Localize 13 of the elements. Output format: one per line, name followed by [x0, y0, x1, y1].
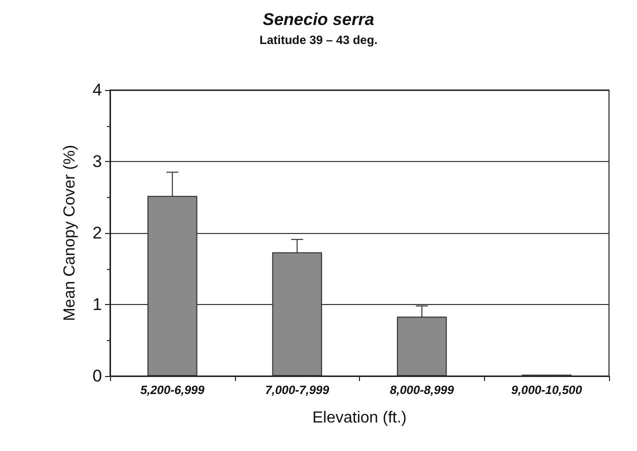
x-tick-label: 8,000-8,999	[390, 383, 454, 397]
x-tick-label: 5,200-6,999	[140, 383, 205, 397]
y-axis-title: Mean Canopy Cover (%)	[62, 144, 78, 322]
y-tick-label: 3	[92, 152, 102, 171]
x-tick-label: 9,000-10,500	[511, 383, 582, 397]
y-tick-label: 4	[92, 80, 102, 100]
y-tick-label: 2	[92, 224, 102, 242]
y-tick-label: 0	[92, 366, 102, 386]
chart-subtitle: Latitude 39 – 43 deg.	[259, 33, 378, 47]
chart-title: Senecio serra	[262, 10, 374, 29]
y-tick-label: 1	[92, 295, 102, 314]
x-tick-label: 7,000-7,999	[265, 383, 330, 397]
x-axis-title: Elevation (ft.)	[312, 410, 407, 426]
